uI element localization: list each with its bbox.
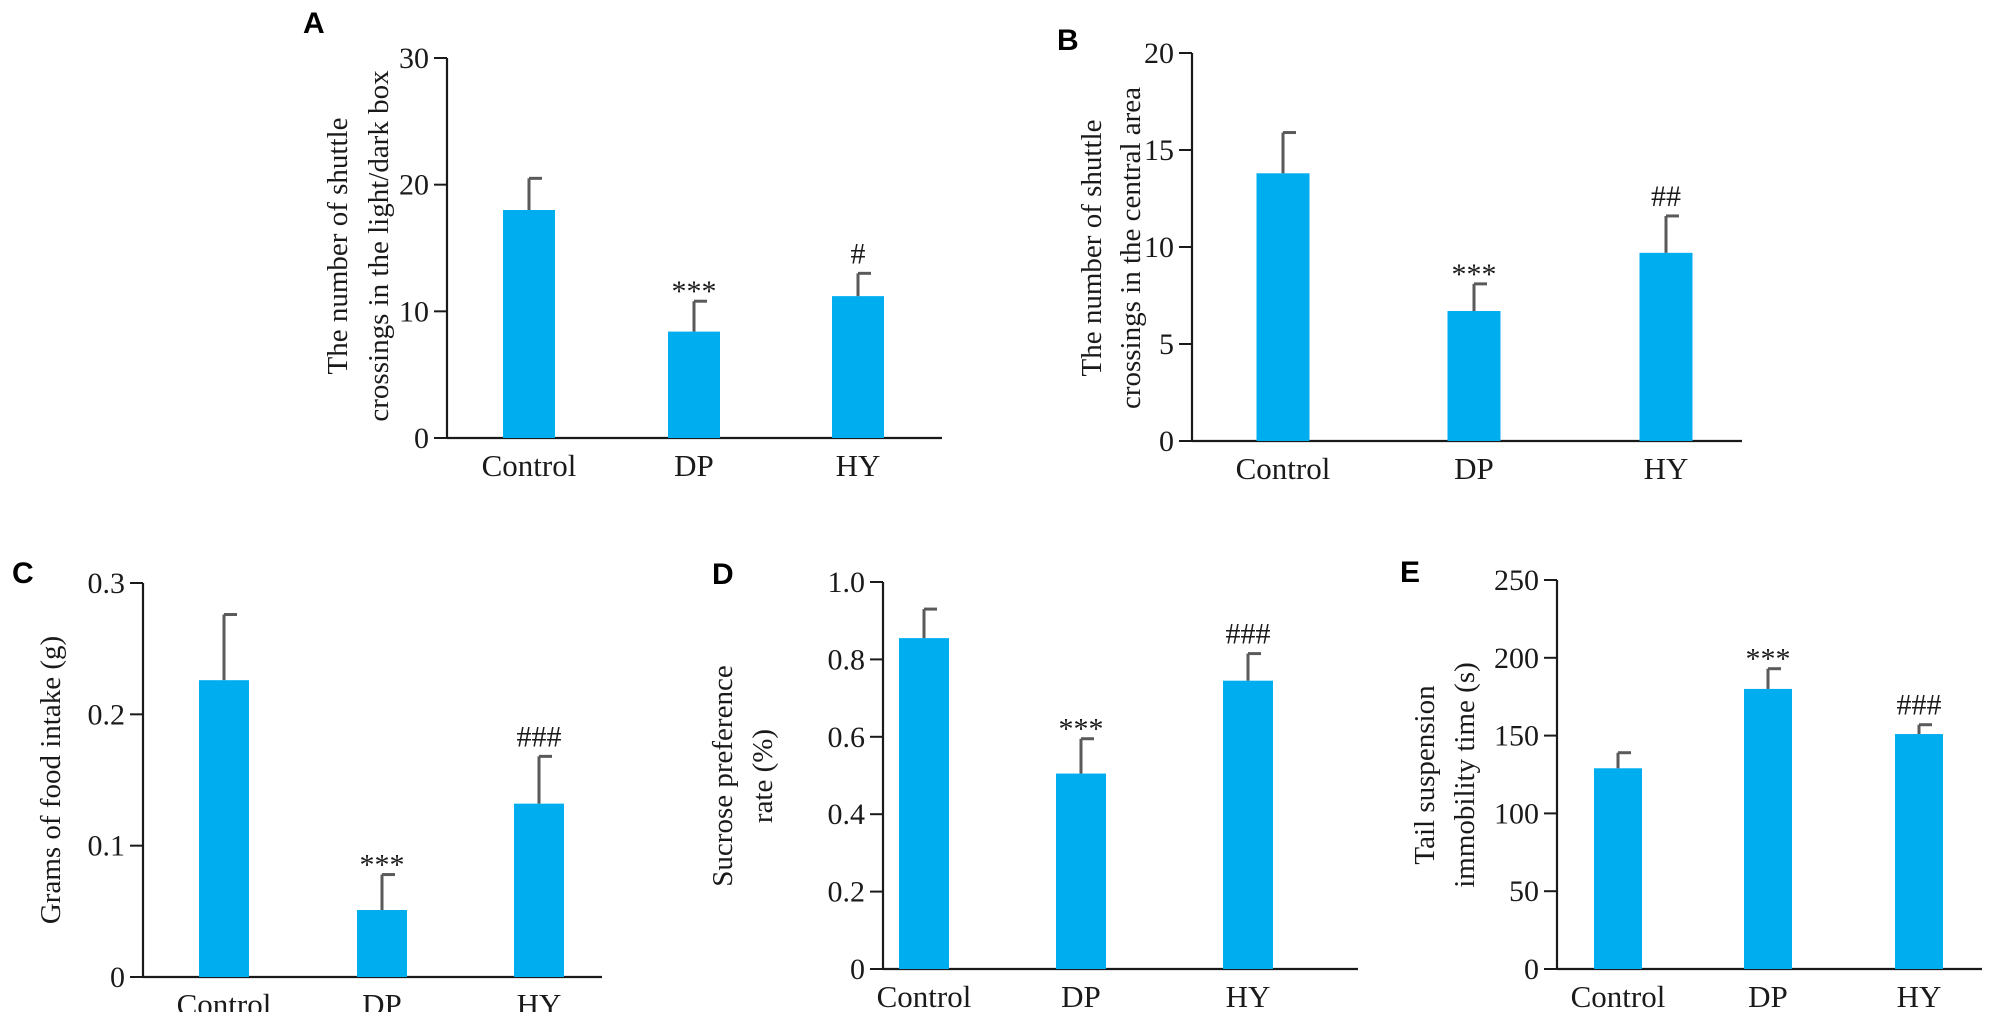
category-label: HY	[517, 987, 562, 1012]
significance-label: ***	[360, 849, 405, 882]
y-axis-title: Sucrose preference	[707, 665, 739, 886]
category-label: Control	[1236, 451, 1331, 486]
category-label: DP	[674, 448, 714, 483]
bar	[1744, 688, 1792, 969]
bar	[832, 296, 884, 438]
category-label: HY	[1644, 451, 1689, 486]
category-label: Control	[877, 979, 972, 1012]
y-axis-title: rate (%)	[747, 729, 779, 823]
bar	[1256, 173, 1310, 441]
bar	[1895, 734, 1943, 969]
significance-label: #	[851, 237, 866, 270]
y-tick-label: 0	[1524, 953, 1539, 986]
y-tick-label: 5	[1159, 328, 1174, 361]
y-tick-label: 0	[850, 953, 865, 986]
significance-label: ##	[1651, 180, 1681, 213]
y-axis-title: The number of shuttle	[1076, 120, 1108, 377]
y-tick-label: 1.0	[828, 566, 866, 599]
bar	[1594, 768, 1642, 969]
bar	[357, 910, 407, 977]
panel-letter: C	[12, 557, 34, 590]
category-label: Control	[1571, 979, 1666, 1012]
y-tick-label: 0.4	[828, 798, 866, 831]
panel-letter: A	[303, 7, 325, 40]
panel-letter: D	[712, 558, 734, 591]
category-label: Control	[482, 448, 577, 483]
significance-label: ###	[517, 720, 562, 753]
significance-label: ###	[1226, 618, 1271, 651]
panel-letter: E	[1400, 556, 1420, 589]
y-tick-label: 0	[414, 422, 429, 455]
bar	[1223, 680, 1273, 969]
significance-label: ***	[1452, 258, 1497, 291]
y-tick-label: 250	[1494, 564, 1539, 597]
category-label: HY	[1897, 979, 1942, 1012]
y-tick-label: 0.1	[88, 830, 126, 863]
panel-b: B 0 5 10 15 20 Control *** DP ## HY The number of s…	[1057, 24, 1742, 486]
category-label: HY	[836, 448, 881, 483]
y-tick-label: 100	[1494, 797, 1539, 830]
bar	[668, 331, 720, 438]
bar	[1447, 311, 1501, 441]
y-tick-label: 15	[1144, 134, 1174, 167]
bar	[899, 638, 949, 969]
panel-e: E 0 50 100 150 200 250 Control *** DP ### HY Tail su…	[1400, 556, 1982, 1012]
y-tick-label: 200	[1494, 642, 1539, 675]
y-tick-label: 150	[1494, 720, 1539, 753]
category-label: DP	[362, 987, 402, 1012]
y-tick-label: 0	[110, 961, 125, 994]
bar	[199, 680, 249, 977]
y-axis-title: immobility time (s)	[1449, 662, 1481, 888]
y-tick-label: 0.2	[88, 698, 126, 731]
significance-label: ***	[1059, 713, 1104, 746]
bar	[1639, 252, 1693, 441]
y-tick-label: 0.2	[828, 876, 866, 909]
category-label: DP	[1748, 979, 1788, 1012]
panel-d: D 0 0.2 0.4 0.6 0.8 1.0 Control *** DP ### HY Sucros…	[707, 558, 1358, 1012]
category-label: DP	[1454, 451, 1494, 486]
y-tick-label: 0.6	[828, 721, 866, 754]
significance-label: ***	[672, 275, 717, 308]
category-label: Control	[177, 987, 272, 1012]
y-axis-title: Tail suspension	[1409, 685, 1441, 865]
panel-letter: B	[1057, 24, 1079, 57]
y-tick-label: 10	[399, 295, 429, 328]
y-tick-label: 30	[399, 42, 429, 75]
panel-c: C 0 0.1 0.2 0.3 Control *** DP ### HY Grams of foo…	[12, 557, 602, 1012]
y-tick-label: 50	[1509, 875, 1539, 908]
category-label: DP	[1061, 979, 1101, 1012]
significance-label: ###	[1897, 689, 1942, 722]
y-tick-label: 10	[1144, 231, 1174, 264]
y-tick-label: 0.3	[88, 567, 126, 600]
y-axis-title: The number of shuttle	[322, 118, 354, 375]
y-axis-title: crossings in the central area	[1115, 87, 1147, 409]
y-axis-title: crossings in the light/dark box	[363, 70, 395, 422]
bar	[514, 803, 564, 977]
y-tick-label: 0	[1159, 425, 1174, 458]
significance-label: ***	[1746, 643, 1791, 676]
panel-a: A 0 10 20 30 Control *** DP # HY The number of shu…	[303, 7, 942, 483]
bar	[1056, 773, 1106, 969]
bar	[503, 210, 555, 438]
y-tick-label: 0.8	[828, 643, 866, 676]
y-tick-label: 20	[1144, 37, 1174, 70]
y-tick-label: 20	[399, 169, 429, 202]
category-label: HY	[1226, 979, 1271, 1012]
y-axis-title: Grams of food intake (g)	[35, 636, 67, 924]
